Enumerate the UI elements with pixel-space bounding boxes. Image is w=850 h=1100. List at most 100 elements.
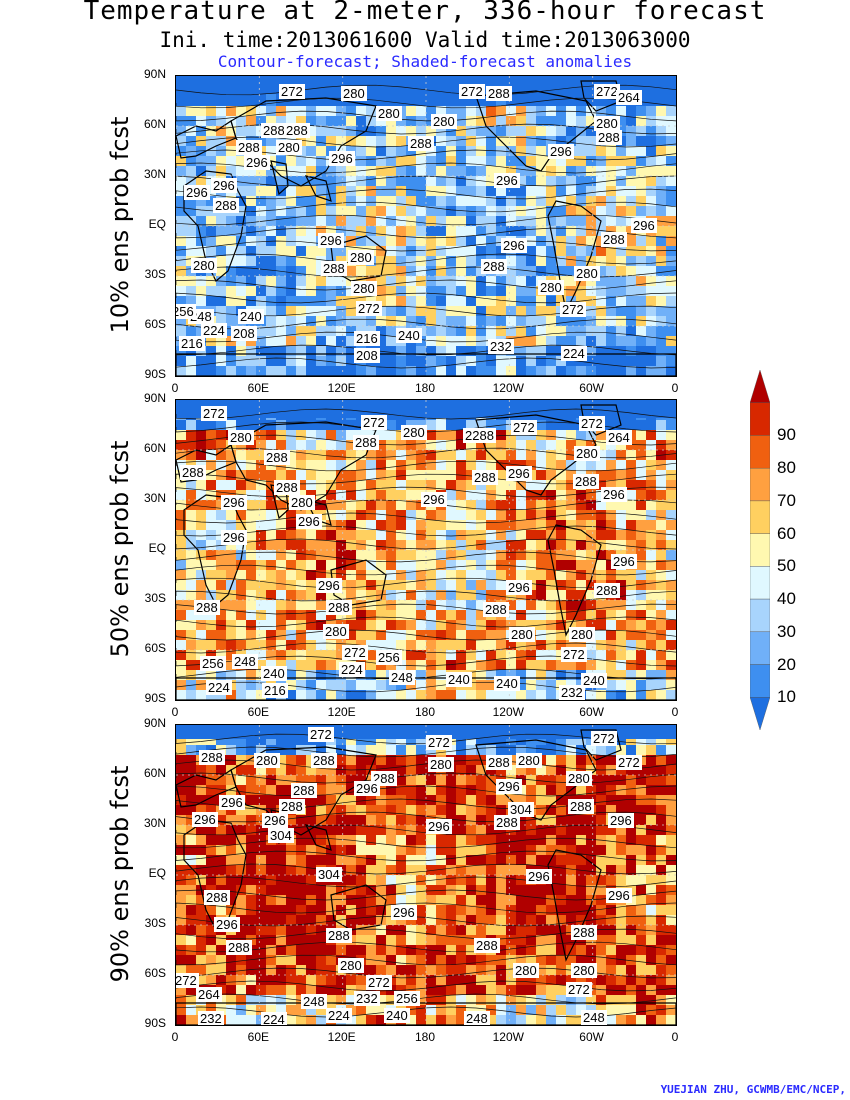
lon-tick-label: 180	[414, 705, 435, 719]
contour-label: 272	[594, 84, 620, 99]
contour-label: 280	[516, 753, 542, 768]
contour-label: 272	[616, 755, 642, 770]
contour-label: 288	[236, 140, 262, 155]
contour-line	[176, 850, 676, 862]
contour-label: 280	[348, 250, 374, 265]
contour-label: 272	[566, 982, 592, 997]
lat-tick-label: 30S	[144, 916, 166, 930]
coastline	[547, 200, 602, 313]
lat-tick-label: 60N	[143, 441, 166, 455]
contour-label: 280	[509, 627, 535, 642]
contour-line	[176, 889, 676, 901]
contour-label: 288	[573, 474, 599, 489]
lon-tick-label: 120E	[327, 381, 356, 395]
contour-label: 280	[191, 258, 217, 273]
contour-label: 288	[204, 890, 230, 905]
contour-line	[176, 188, 676, 200]
contour-label: 296	[631, 218, 657, 233]
lon-tick-label: 0	[671, 1030, 679, 1044]
contour-label: 272	[511, 420, 537, 435]
contour-label: 272	[591, 731, 617, 746]
contour-label: 288	[261, 123, 287, 138]
contour-label: 272	[201, 406, 227, 421]
coastline	[475, 414, 597, 496]
colorbar-swatch	[750, 566, 770, 600]
contour-label: 288	[594, 583, 620, 598]
contour-label: 264	[196, 987, 222, 1002]
contour-line	[176, 733, 676, 745]
contour-label: 224	[206, 680, 232, 695]
colorbar-swatch	[750, 664, 770, 698]
contour-label: 272	[366, 975, 392, 990]
contour-label: 288	[226, 940, 252, 955]
contour-line	[176, 292, 676, 304]
contour-label: 240	[581, 673, 607, 688]
contour-label: 272	[561, 647, 587, 662]
contour-label: 296	[184, 185, 210, 200]
contour-label: 240	[238, 309, 264, 324]
colorbar-label: 30	[777, 621, 796, 641]
contour-line	[176, 227, 676, 239]
contour-label: 296	[219, 795, 245, 810]
lat-tick-label: 90N	[143, 67, 166, 81]
lon-tick-label: 60E	[247, 705, 269, 719]
colorbar-swatch	[750, 598, 770, 633]
colorbar-label: 10	[777, 687, 796, 707]
lat-tick-label: 90S	[144, 1016, 166, 1030]
contour-label: 272	[560, 302, 586, 317]
contour-label: 232	[354, 991, 380, 1006]
contour-label: 280	[254, 753, 280, 768]
contour-label: 304	[316, 867, 342, 882]
lat-tick-label: 90N	[143, 716, 166, 730]
lon-tick-label: 120W	[492, 705, 524, 719]
contour-label: 224	[326, 1008, 352, 1023]
contour-label: 288	[408, 136, 434, 151]
contour-label: 280	[228, 430, 254, 445]
lon-tick-label: 0	[171, 705, 179, 719]
contour-label: 296	[606, 888, 632, 903]
contour-line	[176, 759, 676, 771]
contour-label: 288	[180, 465, 206, 480]
lon-tick-label: 0	[171, 1030, 179, 1044]
contour-label: 2288	[463, 428, 496, 443]
lat-tick-label: 90S	[144, 691, 166, 705]
lon-tick-label: 120E	[327, 1030, 356, 1044]
contour-label: 288	[472, 470, 498, 485]
lon-tick-label: 60W	[579, 1030, 604, 1044]
contour-label: 288	[596, 130, 622, 145]
contour-label: 272	[342, 645, 368, 660]
contour-line	[176, 863, 676, 875]
contour-label: 296	[354, 781, 380, 796]
contour-label: 288	[199, 750, 225, 765]
contour-line	[176, 357, 676, 369]
contour-label: 296	[506, 580, 532, 595]
chart-subtitle: Ini. time:2013061600 Valid time:20130630…	[159, 28, 691, 52]
contour-line	[176, 408, 676, 420]
contour-label: 216	[354, 331, 380, 346]
contour-line	[176, 577, 676, 589]
lon-tick-label: 60E	[247, 1030, 269, 1044]
colorbar-swatch	[750, 402, 770, 436]
contour-label: 296	[329, 151, 355, 166]
contour-label: 280	[351, 281, 377, 296]
contour-label: 288	[326, 600, 352, 615]
contour-label: 288	[601, 232, 627, 247]
contour-line	[176, 344, 676, 356]
contour-label: 256	[376, 650, 402, 665]
contour-label: 296	[421, 492, 447, 507]
contour-label: 296	[608, 813, 634, 828]
chart-title: Temperature at 2-meter, 336-hour forecas…	[83, 0, 767, 26]
contour-label: 216	[262, 683, 288, 698]
contour-label: 280	[401, 425, 427, 440]
contour-label: 256	[394, 991, 420, 1006]
contour-label: 296	[391, 905, 417, 920]
contour-line	[176, 590, 676, 602]
contour-label: 296	[211, 178, 237, 193]
credit-line: YUEJIAN ZHU, GCWMB/EMC/NCEP,	[660, 1083, 846, 1096]
colorbar-label: 60	[777, 523, 796, 543]
colorbar	[750, 370, 770, 730]
contour-label: 288	[213, 198, 239, 213]
contour-label: 280	[323, 624, 349, 639]
contour-label: 296	[494, 173, 520, 188]
contour-line	[176, 785, 676, 797]
